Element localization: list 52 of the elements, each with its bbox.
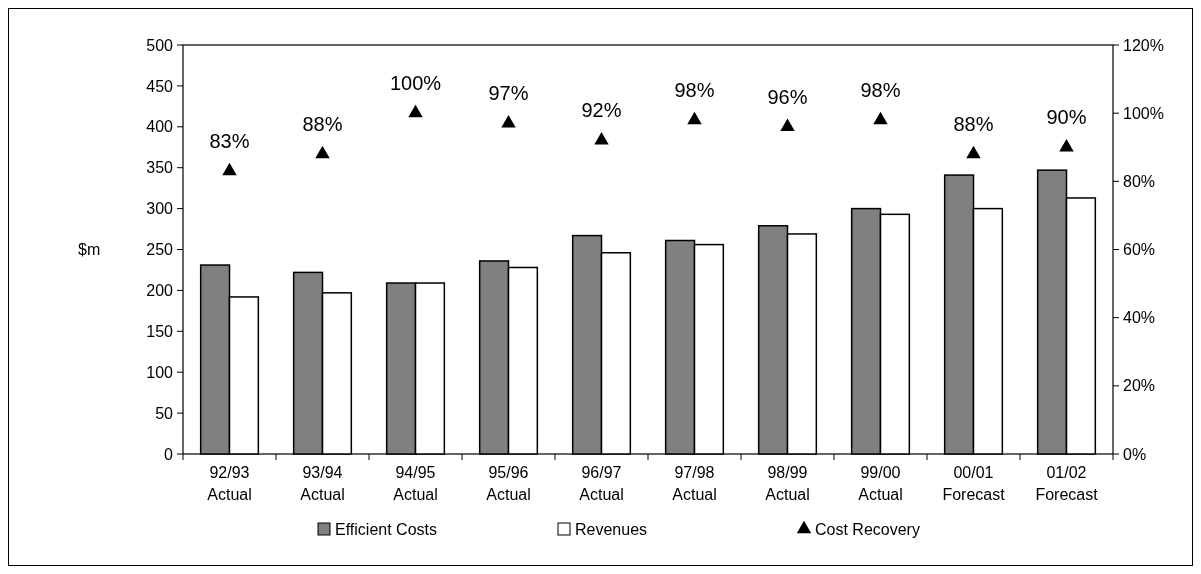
legend-label: Efficient Costs	[335, 520, 437, 538]
x-tick-label: 00/01 Forecast	[942, 464, 1006, 503]
x-tick-label: 95/96 Actual	[486, 464, 531, 503]
data-label: 88%	[302, 113, 343, 136]
data-label: 100%	[389, 72, 442, 95]
data-label: 83%	[209, 130, 250, 153]
data-label: 92%	[581, 99, 622, 122]
y-tick-label: 150	[146, 322, 174, 340]
point	[315, 145, 330, 159]
y-tick-label: 250	[146, 241, 174, 259]
point	[687, 111, 702, 125]
x-tick-label: 97/98 Actual	[672, 464, 717, 503]
y-axis-title: $m	[78, 241, 101, 259]
x-tick-label: 99/00 Actual	[858, 464, 903, 503]
x-tick-label: 93/94 Actual	[300, 464, 345, 503]
y-tick-label: 100	[146, 363, 174, 381]
y2-tick-label: 0%	[1123, 445, 1147, 463]
y-tick-label: 500	[146, 36, 174, 54]
point	[222, 162, 237, 176]
y-tick-label: 200	[146, 282, 174, 299]
x-tick-label: 98/99 Actual	[765, 464, 810, 503]
y2-tick-label: 120%	[1123, 36, 1164, 54]
data-label: 97%	[488, 82, 529, 105]
data-label: 98%	[860, 78, 901, 101]
x-tick-label: 94/95 Actual	[393, 464, 438, 503]
data-label: 96%	[767, 85, 808, 108]
x-tick-label: 92/93 Actual	[207, 464, 252, 503]
point	[873, 111, 888, 125]
y2-tick-label: 40%	[1123, 309, 1156, 327]
point	[966, 145, 981, 159]
x-tick-label: 01/02 Forecast	[1035, 464, 1099, 503]
point	[594, 132, 609, 145]
y-tick-label: 300	[146, 200, 174, 218]
y2-tick-label: 100%	[1123, 104, 1164, 122]
y-tick-label: 350	[146, 159, 174, 177]
x-tick-label: 96/97 Actual	[579, 464, 624, 503]
legend-label: Cost Recovery	[815, 520, 920, 538]
point	[408, 104, 423, 118]
y-tick-label: 50	[155, 404, 174, 422]
y2-tick-label: 60%	[1123, 241, 1156, 259]
point	[501, 115, 516, 128]
legend-label: Revenues	[575, 520, 648, 538]
data-label: 90%	[1046, 106, 1087, 129]
data-label: 98%	[674, 78, 715, 101]
y-tick-label: 450	[146, 77, 174, 95]
y2-tick-label: 20%	[1123, 377, 1156, 395]
y2-tick-label: 80%	[1123, 172, 1156, 190]
point	[1059, 138, 1074, 152]
point	[780, 118, 795, 131]
data-label: 88%	[953, 113, 994, 136]
y-tick-label: 0	[164, 445, 174, 463]
y-tick-label: 400	[146, 118, 174, 136]
